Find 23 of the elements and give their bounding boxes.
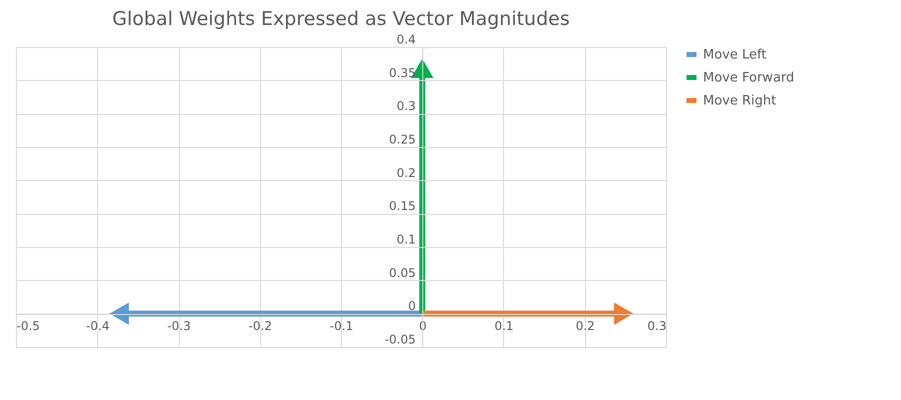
legend-label: Move Left — [703, 48, 766, 62]
legend-label: Move Forward — [703, 70, 794, 86]
y-tick-label: 0.05 — [389, 266, 416, 280]
y-tick-label: 0.3 — [396, 99, 416, 114]
x-tick-label: -0.1 — [330, 319, 354, 334]
x-tick-label: -0.5 — [16, 319, 40, 334]
y-tick-label: -0.05 — [384, 332, 416, 346]
y-tick-label: 0.4 — [396, 32, 416, 46]
x-tick-label: -0.4 — [86, 319, 110, 334]
y-tick-label: 0.35 — [389, 66, 416, 80]
legend-label: Move Right — [703, 94, 776, 108]
y-tick-label: 0.25 — [389, 132, 416, 146]
x-tick-label: 0 — [418, 319, 427, 334]
x-tick-label: 0.1 — [494, 319, 514, 334]
x-tick-label: -0.2 — [248, 319, 272, 334]
x-tick-label: 0.3 — [647, 319, 666, 334]
y-tick-label: 0.1 — [396, 232, 416, 246]
x-tick-label: 0.2 — [576, 319, 595, 334]
x-tick-label: -0.3 — [167, 319, 191, 334]
chart-title: Global Weights Expressed as Vector Magnitudes — [112, 8, 570, 30]
y-tick-label: 0.2 — [396, 166, 416, 180]
y-tick-label: 0.15 — [389, 199, 416, 214]
y-tick-label: 0 — [408, 299, 416, 314]
